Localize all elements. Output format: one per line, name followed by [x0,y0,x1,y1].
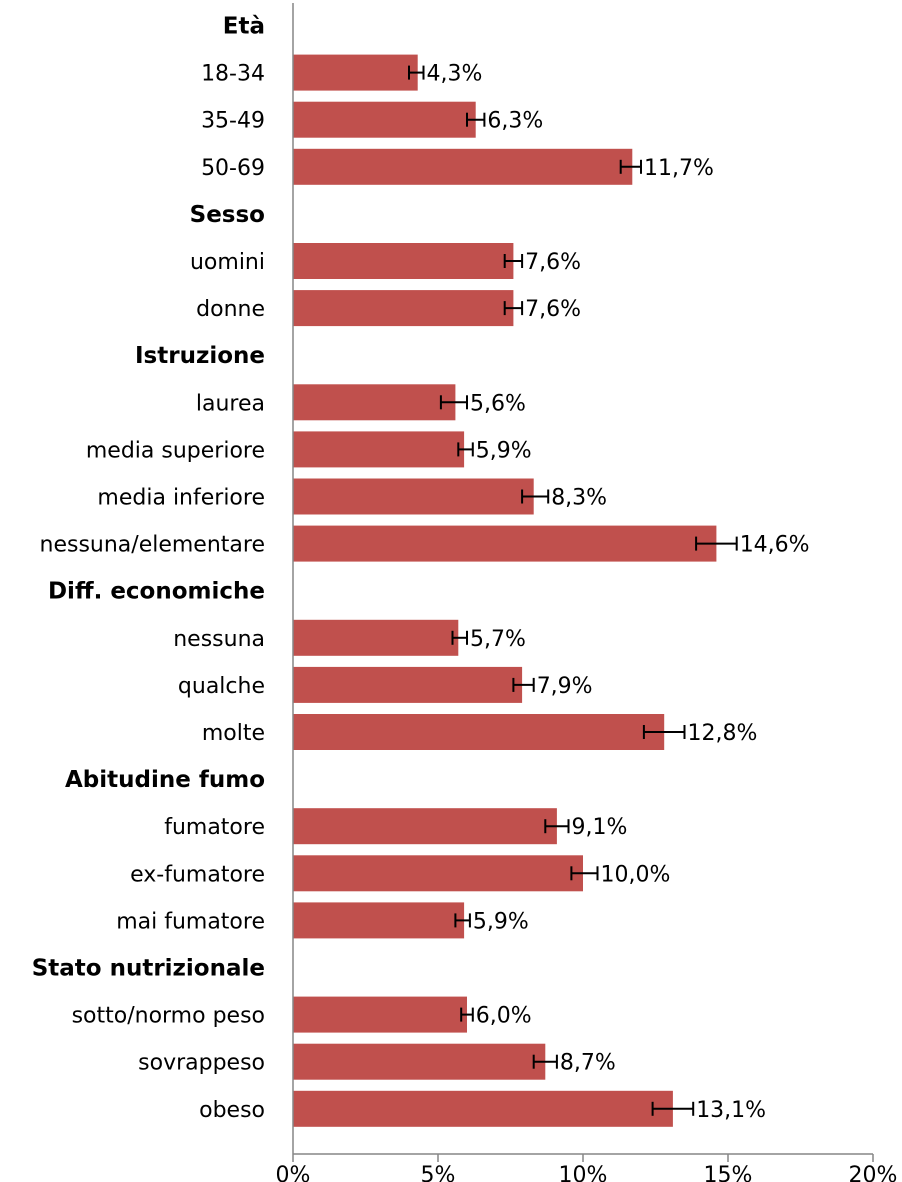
bar [293,290,514,327]
category-label: media superiore [86,438,265,463]
data-label: 5,9% [476,438,532,463]
bar [293,619,459,656]
data-label: 6,3% [487,109,543,134]
bar [293,525,717,562]
group-label: Stato nutrizionale [32,956,265,982]
error-bar [466,112,486,127]
bar [293,666,523,703]
category-label: mai fumatore [116,909,265,934]
category-label: fumatore [164,815,265,840]
error-bar [570,866,599,881]
error-bar [439,395,468,410]
data-label: 12,8% [688,721,758,746]
data-label: 7,6% [525,297,581,322]
error-bar [544,819,570,834]
bar [293,1043,546,1080]
category-label: nessuna/elementare [40,533,265,558]
error-bar [642,725,686,739]
bar [293,714,665,750]
data-label: 8,3% [551,486,607,511]
category-label: molte [202,721,265,746]
data-label: 14,6% [740,533,810,558]
bar [293,431,465,468]
bar [293,902,465,939]
error-bar [532,1054,558,1069]
data-label: 4,3% [427,62,483,87]
category-label: obeso [199,1098,265,1123]
group-label: Abitudine fumo [65,767,265,793]
category-label: 35-49 [201,109,265,134]
category-label: laurea [196,391,265,416]
group-label: Sesso [190,202,265,228]
data-label: 5,9% [473,909,529,934]
bar [293,478,534,515]
error-bar [408,65,425,80]
group-label: Diff. economiche [48,579,265,605]
category-label: ex-fumatore [130,862,265,887]
data-label: 7,6% [525,250,581,275]
error-bar [451,630,468,645]
category-label: sotto/normo peso [72,1004,265,1029]
data-label: 7,9% [537,674,593,699]
bar [293,996,467,1033]
bar [293,808,557,845]
error-bar [503,254,524,268]
error-bar [457,442,474,457]
error-bar [460,1007,474,1022]
bar [293,148,633,185]
error-bar [512,677,535,692]
x-tick-label: 10% [559,1163,608,1182]
error-bar [503,301,524,316]
group-label: Istruzione [135,343,265,369]
x-axis: 0% 5% 10% 15% 20% [276,3,898,1182]
data-label: 9,1% [572,815,628,840]
data-label: 10,0% [601,862,671,887]
data-label: 8,7% [560,1051,616,1076]
x-tick-label: 20% [849,1163,898,1182]
data-label: 6,0% [476,1004,532,1029]
bar [293,243,514,279]
error-bar [695,536,738,551]
bar [293,1090,673,1127]
bar [293,384,456,421]
bar [293,54,418,91]
bar [293,855,583,892]
data-label: 5,6% [470,391,526,416]
data-label: 11,7% [644,156,714,181]
data-label: 5,7% [470,627,526,652]
bar [293,101,476,138]
error-bar [521,489,550,504]
category-label: 18-34 [201,62,265,87]
category-label: qualche [178,674,265,699]
error-bar [454,913,471,928]
group-label: Età [223,14,265,40]
category-label: sovrappeso [138,1051,265,1076]
rows-layer: Età 18-34 4,3% 35-49 6,3% 50-69 11,7% Sesso uomi… [32,14,810,1127]
x-tick-label: 0% [276,1163,311,1182]
category-label: media inferiore [97,486,265,511]
category-label: donne [196,297,265,322]
error-bar [651,1101,695,1116]
category-label: nessuna [173,627,265,652]
category-label: uomini [190,250,265,275]
error-bar [619,159,642,174]
x-tick-label: 5% [421,1163,456,1182]
category-label: 50-69 [201,156,265,181]
data-label: 13,1% [696,1098,766,1123]
x-tick-label: 15% [704,1163,753,1182]
